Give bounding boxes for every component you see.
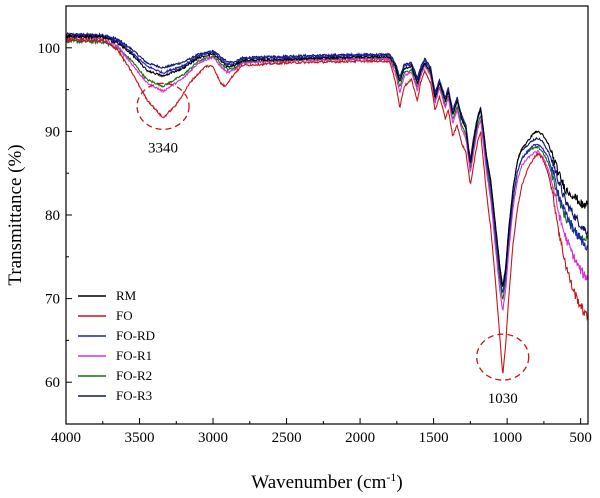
legend-label: FO-RD [116, 328, 155, 343]
annotation-layer: 3340 1030 [136, 82, 530, 407]
x-tick-label: 1000 [492, 430, 522, 446]
x-tick-label: 4000 [51, 430, 81, 446]
legend-label: FO-R2 [116, 368, 152, 383]
annotation-label: 1030 [488, 391, 518, 407]
plot-frame [65, 5, 589, 425]
legend-label: FO [116, 308, 133, 323]
y-tick-label: 60 [45, 375, 60, 391]
axis-layer: 4000 3500 3000 2500 2000 1500 1000 500 60 70 80 90 1… [38, 5, 592, 446]
annotation-circle [476, 333, 530, 381]
x-tick-label: 3500 [125, 430, 155, 446]
y-axis-title: Transmittance (%) [5, 144, 26, 285]
annotation-circle [136, 82, 190, 130]
y-tick-label: 70 [45, 292, 60, 308]
annotation-label: 3340 [148, 140, 178, 156]
legend-label: RM [116, 288, 137, 303]
x-axis-title: Wavenumber (cm-1) [251, 470, 402, 493]
y-tick-label: 100 [38, 41, 61, 57]
x-tick-label: 500 [569, 430, 592, 446]
x-tick-label: 3000 [198, 430, 228, 446]
series-line-rm [65, 32, 589, 288]
x-tick-label: 2500 [272, 430, 302, 446]
legend-label: FO-R3 [116, 388, 152, 403]
y-tick-label: 80 [45, 208, 60, 224]
series-line-fo [65, 36, 589, 374]
x-tick-label: 1500 [419, 430, 449, 446]
x-tick-label: 2000 [345, 430, 375, 446]
legend: RM FO FO-RD FO-R1 FO-R2 FO-R3 [78, 288, 155, 403]
legend-label: FO-R1 [116, 348, 152, 363]
series-layer [65, 31, 589, 374]
y-tick-label: 90 [45, 124, 60, 140]
series-line-fo-rd [65, 32, 589, 294]
